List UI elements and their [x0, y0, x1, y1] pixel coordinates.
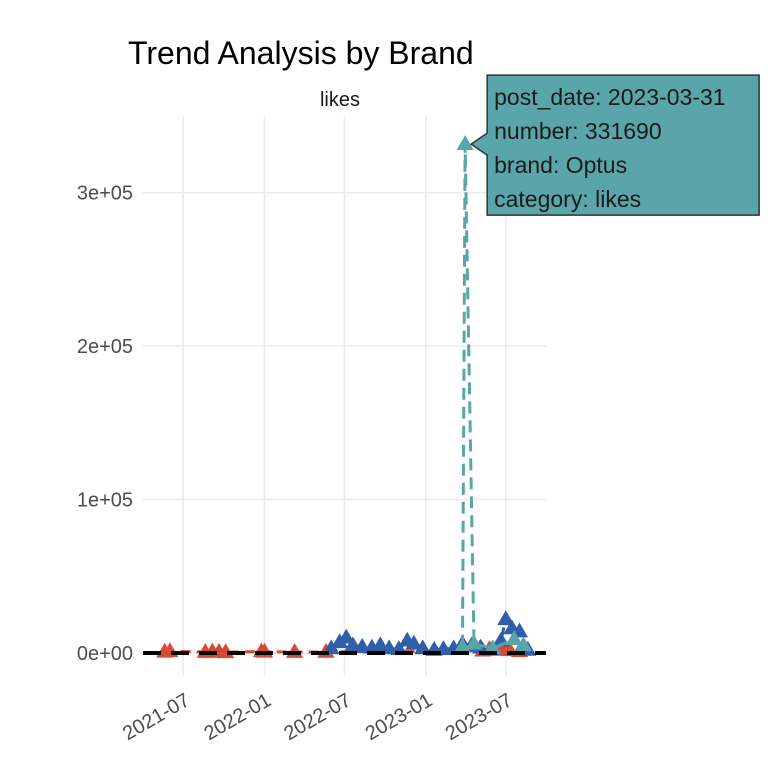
hover-tooltip: post_date: 2023-03-31 number: 331690 brand… [469, 74, 760, 216]
tooltip-line: category: likes [494, 186, 641, 212]
series [143, 135, 546, 659]
data-point-blue [337, 628, 355, 644]
chart-subtitle: likes [320, 89, 360, 111]
data-point-teal [465, 634, 483, 650]
axes: 0e+00 1e+05 2e+05 3e+05 2021-07 2022-01 2022-0… [77, 183, 516, 745]
x-tick-label: 2021-07 [119, 689, 194, 745]
data-point-teal [456, 135, 474, 150]
y-tick-label: 0e+00 [77, 643, 133, 665]
data-point-blue [405, 634, 423, 650]
data-point-teal [505, 630, 523, 646]
x-tick-label: 2022-07 [280, 689, 355, 745]
y-tick-label: 3e+05 [77, 183, 133, 205]
data-point-blue [414, 639, 432, 655]
tooltip-line: post_date: 2023-03-31 [494, 84, 725, 110]
x-tick-label: 2023-01 [362, 689, 437, 745]
data-point-red [286, 643, 304, 658]
x-tick-label: 2022-01 [200, 689, 275, 745]
y-tick-label: 1e+05 [77, 490, 133, 512]
y-tick-label: 2e+05 [77, 336, 133, 358]
tooltip-box [469, 74, 760, 216]
chart-title: Trend Analysis by Brand [128, 35, 474, 71]
series-line-teal [461, 144, 525, 650]
series-line-red [164, 646, 520, 654]
gridlines [143, 116, 546, 676]
tooltip-line: number: 331690 [494, 118, 662, 144]
x-tick-label: 2023-07 [442, 689, 517, 745]
data-point-teal [514, 636, 533, 652]
data-point-blue [322, 639, 340, 655]
data-point-teal [483, 639, 502, 655]
data-point-blue [497, 610, 515, 626]
tooltip-line: brand: Optus [494, 152, 627, 178]
